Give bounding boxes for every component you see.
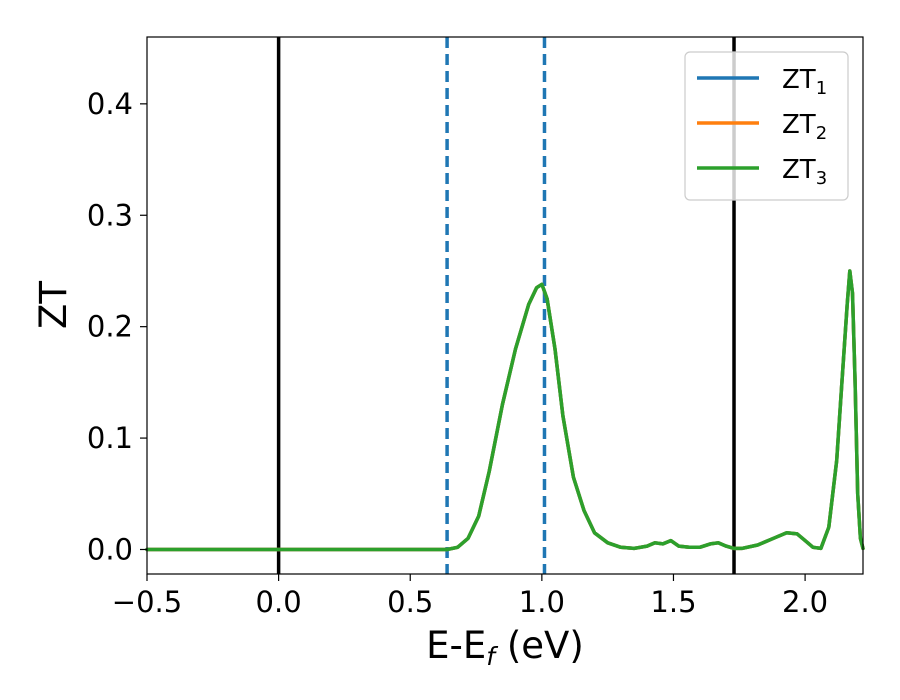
- x-tick-label: 0.5: [387, 585, 433, 619]
- y-tick-label: 0.4: [87, 87, 133, 121]
- x-tick-label: −0.5: [112, 585, 182, 619]
- y-axis-ticks: 0.0 0.1 0.2 0.3 0.4: [87, 87, 147, 566]
- legend-label-1: ZT1: [782, 65, 827, 99]
- y-tick-label: 0.1: [87, 421, 133, 455]
- plot-frame: [146, 36, 864, 575]
- legend-label-2: ZT2: [782, 110, 827, 144]
- legend-label-3: ZT3: [782, 155, 827, 189]
- x-tick-label: 2.0: [782, 585, 828, 619]
- y-tick-label: 0.3: [87, 198, 133, 232]
- legend-box: [684, 51, 849, 201]
- y-tick-label: 0.0: [87, 532, 133, 566]
- series-lines: [145, 269, 865, 552]
- x-tick-label: 1.0: [519, 585, 565, 619]
- y-tick-label: 0.2: [87, 310, 133, 344]
- x-tick-label: 0.0: [256, 585, 302, 619]
- y-axis-label: ZT: [32, 281, 75, 329]
- x-axis-ticks: −0.5 0.0 0.5 1.0 1.5 2.0: [112, 574, 828, 619]
- series-line-3: [145, 269, 865, 552]
- legend-items: ZT1 ZT2 ZT3: [697, 65, 827, 189]
- x-axis-label: E-Ef (eV): [426, 624, 584, 671]
- x-tick-label: 1.5: [650, 585, 696, 619]
- legend: ZT1 ZT2 ZT3: [684, 51, 849, 201]
